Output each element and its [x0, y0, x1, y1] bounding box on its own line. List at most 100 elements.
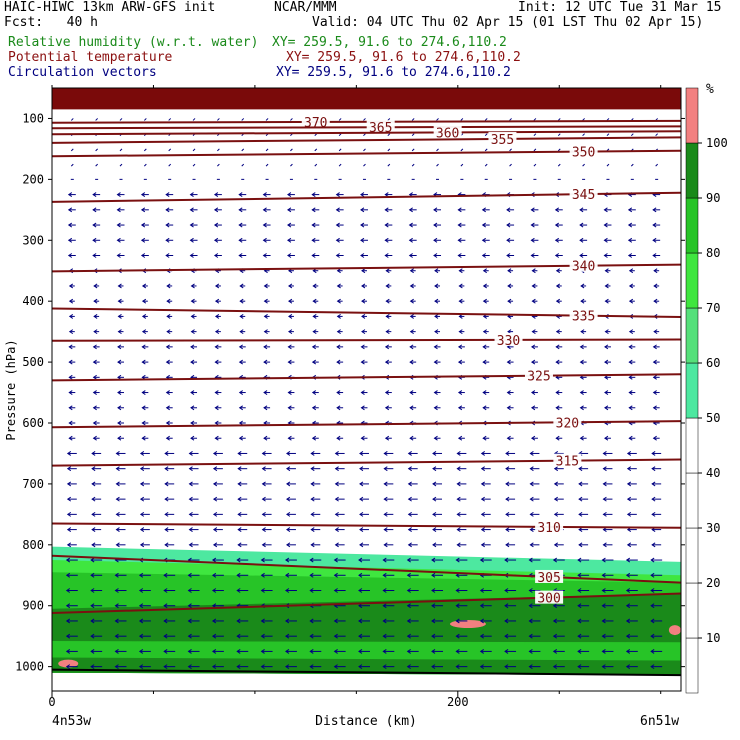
wind-vector-head: [359, 451, 364, 456]
wind-vector-head: [409, 359, 414, 365]
wind-vector-head: [529, 466, 534, 472]
wind-vector-head: [431, 664, 436, 670]
wind-vector-head: [504, 633, 509, 639]
wind-vector-head: [480, 481, 485, 487]
wind-vector-head: [531, 405, 536, 411]
wind-vector-head: [237, 542, 242, 548]
wind-vector-head: [650, 572, 655, 578]
wind-vector-head: [139, 527, 145, 533]
wind-vector-head: [482, 298, 487, 304]
wind-vector-head: [66, 511, 72, 517]
wind-vector-head: [114, 618, 119, 624]
wind-vector: [143, 118, 147, 121]
wind-vector-head: [652, 222, 657, 228]
wind-vector-head: [458, 268, 463, 274]
wind-vector-head: [602, 542, 607, 548]
wind-vector: [95, 163, 98, 167]
wind-vector-head: [359, 542, 364, 548]
wind-vector-head: [555, 359, 560, 365]
wind-vector-head: [628, 435, 633, 441]
wind-vector-head: [361, 329, 366, 335]
wind-vector-head: [577, 618, 582, 624]
wind-vector-head: [238, 253, 243, 258]
wind-vector-head: [651, 496, 656, 502]
y-tick-label: 900: [22, 599, 44, 613]
theta-label-bg: [366, 120, 395, 134]
wind-vector-head: [382, 603, 387, 609]
wind-vector-head: [555, 390, 560, 395]
wind-vector-head: [481, 222, 486, 228]
wind-vector-head: [333, 618, 338, 624]
wind-vector-head: [212, 481, 218, 487]
wind-vector-head: [480, 527, 485, 533]
wind-vector-head: [604, 435, 609, 441]
wind-vector-head: [358, 588, 363, 593]
y-tick-label: 600: [22, 416, 44, 430]
wind-vector: [290, 148, 293, 152]
wind-vector-head: [385, 313, 390, 319]
wind-vector-head: [580, 298, 585, 304]
wind-vector-head: [68, 344, 73, 350]
wind-vector-head: [117, 283, 122, 289]
wind-vector-head: [260, 664, 265, 670]
wind-vector-head: [505, 527, 510, 533]
theta-label-bg: [569, 144, 598, 158]
wind-vector-head: [116, 222, 121, 228]
wind-vector-head: [432, 527, 437, 533]
wind-vector-head: [385, 268, 390, 274]
wind-vector-head: [236, 557, 241, 563]
wind-vector: [168, 148, 172, 152]
wind-vector-head: [335, 192, 340, 198]
wind-vector-head: [286, 466, 291, 472]
wind-vector-head: [334, 527, 339, 533]
colorbar-label: 100: [706, 136, 728, 150]
wind-vector-head: [628, 329, 634, 335]
wind-vector-head: [115, 451, 120, 456]
wind-vector-head: [579, 237, 584, 243]
wind-vector-head: [263, 329, 268, 335]
wind-vector-head: [334, 466, 339, 472]
wind-vector-head: [507, 268, 512, 274]
wind-vector-head: [384, 359, 390, 365]
wind-vector-head: [66, 542, 72, 548]
wind-vector: [484, 163, 488, 167]
theta-label: 330: [497, 334, 520, 349]
wind-vector-head: [578, 496, 583, 502]
wind-vector-head: [360, 405, 365, 411]
wind-vector-head: [141, 313, 147, 319]
wind-vector: [533, 148, 537, 152]
wind-vector-head: [407, 496, 412, 502]
wind-vector-head: [408, 222, 413, 228]
wind-vector-head: [287, 359, 292, 365]
wind-vector-head: [92, 405, 97, 411]
wind-vector-head: [458, 329, 463, 335]
wind-vector-head: [433, 253, 438, 258]
wind-vector-head: [190, 313, 195, 319]
wind-vector-head: [456, 511, 461, 517]
wind-vector-head: [164, 511, 169, 517]
wind-vector-head: [67, 207, 73, 213]
wind-vector-head: [406, 572, 411, 578]
wind-vector: [314, 163, 318, 167]
colorbar-label: 10: [706, 631, 720, 645]
wind-vector-head: [139, 496, 145, 502]
wind-vector-head: [164, 481, 169, 487]
wind-vector-head: [456, 481, 461, 487]
wind-vector-head: [165, 420, 170, 426]
wind-vector-head: [91, 496, 96, 502]
wind-vector-head: [311, 435, 317, 441]
wind-vector-head: [66, 496, 72, 502]
wind-vector-head: [455, 588, 460, 593]
wind-vector-head: [287, 253, 292, 258]
wind-vector-head: [529, 496, 534, 502]
wind-vector-head: [165, 207, 170, 213]
y-tick-label: 400: [22, 294, 44, 308]
wind-vector-head: [433, 405, 438, 411]
wind-vector-head: [604, 405, 609, 411]
wind-vector-head: [90, 618, 95, 624]
wind-vector-head: [287, 207, 292, 213]
wind-vector-head: [528, 603, 533, 609]
wind-vector-head: [604, 344, 609, 350]
wind-vector-head: [650, 588, 655, 593]
wind-vector-head: [141, 329, 147, 335]
